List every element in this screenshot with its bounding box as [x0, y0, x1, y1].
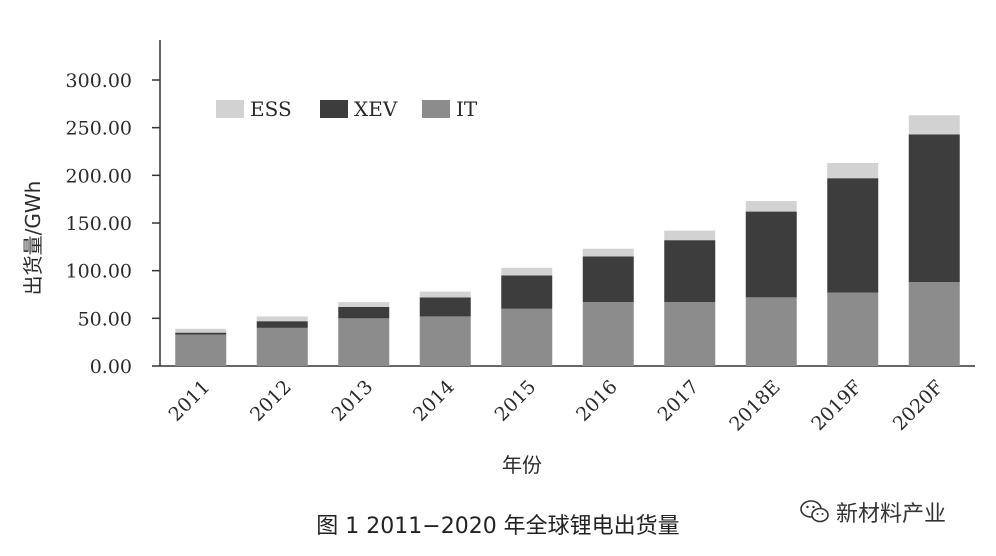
bar-ess [419, 291, 471, 298]
x-axis: 2011 2012 2013 2014 2015 2016 2017 2018E 2019F 20… [160, 365, 975, 436]
y-tick-label: 150.00 [66, 213, 132, 235]
y-axis-label: 出货量/GWh [21, 181, 45, 296]
bar-xev [419, 297, 471, 317]
y-tick-label: 0.00 [90, 356, 132, 378]
bar-it [501, 308, 553, 366]
x-axis-label: 年份 [502, 453, 542, 477]
bar-it [664, 302, 716, 366]
x-tick-label: 2017 [654, 376, 704, 426]
bar-xev [582, 256, 634, 303]
y-tick-label: 250.00 [66, 118, 132, 140]
x-tick-label: 2011 [165, 376, 215, 426]
legend-swatch-ess [216, 100, 244, 118]
bar-ess [582, 248, 634, 257]
bar-it [175, 334, 227, 366]
bar-it [338, 318, 390, 366]
legend-label-xev: XEV [354, 97, 398, 121]
y-tick-label: 300.00 [66, 70, 132, 92]
bar-xev [664, 240, 716, 303]
bar-xev [827, 178, 879, 293]
x-tick-label: 2018E [725, 376, 785, 436]
legend: ESS XEV IT [216, 97, 478, 121]
wechat-icon [800, 500, 829, 523]
bar-ess [256, 316, 308, 322]
x-tick-label: 2014 [409, 376, 459, 426]
bar-it [582, 302, 634, 366]
watermark-text: 新材料产业 [836, 502, 947, 527]
y-axis: 0.00 50.00 100.00 150.00 200.00 250.00 300.00 [66, 40, 161, 378]
bar-ess [175, 328, 227, 333]
x-tick-label: 2019F [807, 376, 866, 435]
bar-xev [501, 275, 553, 309]
legend-label-ess: ESS [250, 97, 292, 121]
x-tick-label: 2015 [491, 376, 541, 426]
x-tick-label: 2012 [246, 376, 296, 426]
bar-it [745, 297, 797, 366]
bar-it [256, 327, 308, 366]
bar-xev [175, 332, 227, 335]
x-tick-label: 2016 [572, 376, 622, 426]
bar-ess [664, 230, 716, 241]
legend-swatch-xev [320, 100, 348, 118]
bar-ess [827, 162, 879, 179]
bar-it [908, 282, 960, 366]
watermark: 新材料产业 [800, 494, 946, 530]
bar-xev [338, 306, 390, 319]
legend-swatch-it [422, 100, 450, 118]
bar-ess [501, 267, 553, 276]
y-tick-label: 200.00 [66, 165, 132, 187]
figure-caption: 图 1 2011−2020 年全球锂电出货量 [316, 514, 680, 539]
bar-it [419, 316, 471, 366]
bar-it [827, 292, 879, 366]
bars [175, 115, 960, 366]
x-tick-label: 2013 [328, 376, 378, 426]
bar-xev [908, 134, 960, 283]
bar-ess [338, 302, 390, 307]
bar-ess [745, 201, 797, 212]
bar-xev [256, 321, 308, 328]
legend-label-it: IT [456, 97, 478, 121]
bar-ess [908, 115, 960, 135]
y-tick-label: 50.00 [78, 308, 132, 330]
bar-xev [745, 211, 797, 298]
x-tick-label: 2020F [889, 376, 948, 435]
y-tick-label: 100.00 [66, 261, 132, 283]
